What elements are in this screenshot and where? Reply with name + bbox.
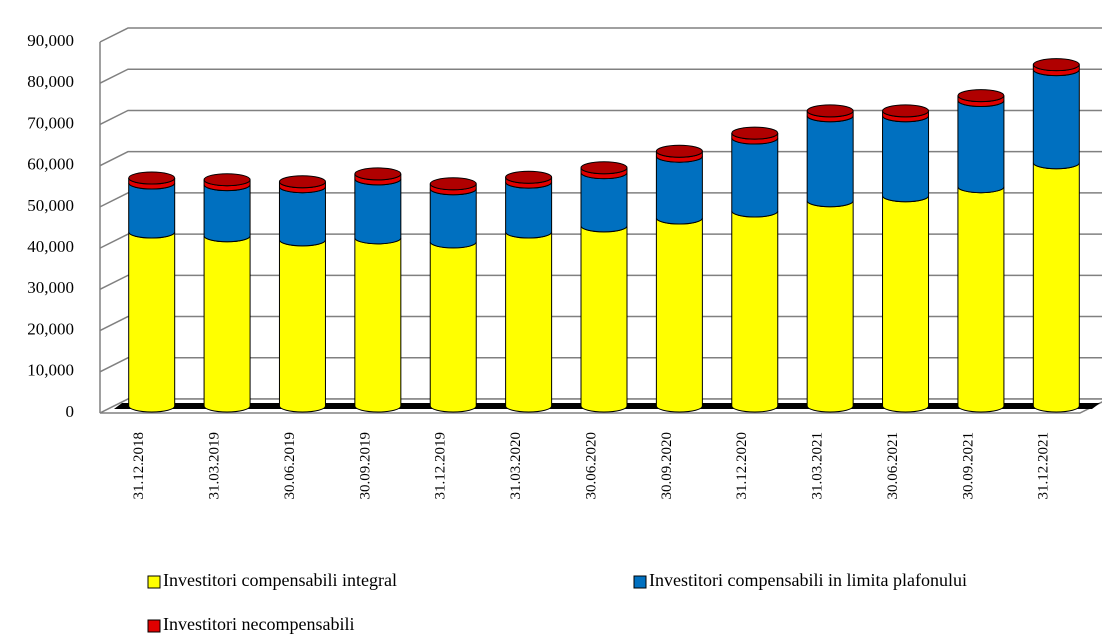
bar-segment [505,231,553,413]
bar-segment [731,137,779,218]
bar-top [203,173,251,187]
y-tick-label: 0 [66,402,75,421]
x-tick-label: 30.09.2020 [659,432,675,500]
legend-swatch [147,619,161,633]
x-tick-label: 31.03.2019 [207,432,223,500]
bar-top [957,89,1005,103]
bar-top [505,170,553,184]
bar-segment [354,237,402,413]
bar-segment [278,239,326,413]
grid-line [99,357,1102,373]
grid-line [99,192,1102,208]
bar-top [1032,58,1080,72]
x-tick-label: 30.06.2019 [282,432,298,500]
bar-top [429,177,477,191]
legend-label: Investitori compensabili in limita plafo… [649,570,967,590]
y-tick-label: 90,000 [27,31,74,50]
bar-segment [354,178,402,245]
grid-line [99,109,1102,126]
y-tick-label: 60,000 [27,155,74,174]
bar-top [278,175,326,189]
bar-segment [203,235,251,413]
x-tick-label: 31.12.2019 [433,432,449,500]
y-tick-label: 20,000 [27,319,74,338]
bar-top [806,104,854,118]
bar-segment [128,182,176,239]
x-tick-label: 31.03.2020 [508,432,524,500]
bar-segment [278,186,326,247]
bar-segment [203,184,251,243]
bar-segment [655,156,703,225]
bar-segment [957,100,1005,194]
legend-label: Investitori necompensabili [163,614,354,634]
bar-top [882,104,930,118]
bar-segment [580,225,628,413]
grid-line [99,68,1102,84]
bar-top [354,167,402,181]
bar-top [731,126,779,140]
x-tick-label: 30.09.2021 [960,432,976,500]
x-tick-label: 31.12.2021 [1036,432,1052,500]
y-tick-label: 30,000 [27,278,74,297]
grid-line [99,274,1102,291]
grid-line [99,150,1102,167]
bar-segment [128,231,176,413]
bar-segment [882,115,930,203]
bar-segment [429,188,477,249]
legend-swatch [633,575,647,589]
y-tick-label: 50,000 [27,196,74,215]
bar-segment [731,210,779,413]
bar-segment [806,200,854,413]
x-tick-label: 31.12.2020 [734,432,750,500]
bar-segment [580,172,628,233]
x-tick-label: 31.03.2021 [810,432,826,500]
x-tick-label: 31.12.2018 [131,432,147,500]
x-tick-label: 30.06.2021 [885,432,901,500]
bar-segment [1032,69,1080,170]
bar-top [128,171,176,185]
grid-line [99,27,1102,43]
bar-segment [806,115,854,208]
grid-line [99,315,1102,332]
legend-swatch [147,575,161,589]
legend-label: Investitori compensabili integral [163,570,397,590]
bar-segment [1032,162,1080,413]
bar-segment [882,195,930,413]
x-tick-label: 30.06.2020 [583,432,599,500]
y-tick-label: 10,000 [27,361,74,380]
y-tick-label: 70,000 [27,113,74,132]
grid-line [99,233,1102,249]
bar-segment [655,217,703,413]
y-tick-label: 80,000 [27,72,74,91]
bar-segment [957,186,1005,413]
bar-top [580,161,628,175]
bar-segment [505,182,553,239]
bar-segment [429,241,477,413]
bar-top [655,144,703,158]
x-tick-label: 30.09.2019 [357,432,373,500]
y-tick-label: 40,000 [27,237,74,256]
